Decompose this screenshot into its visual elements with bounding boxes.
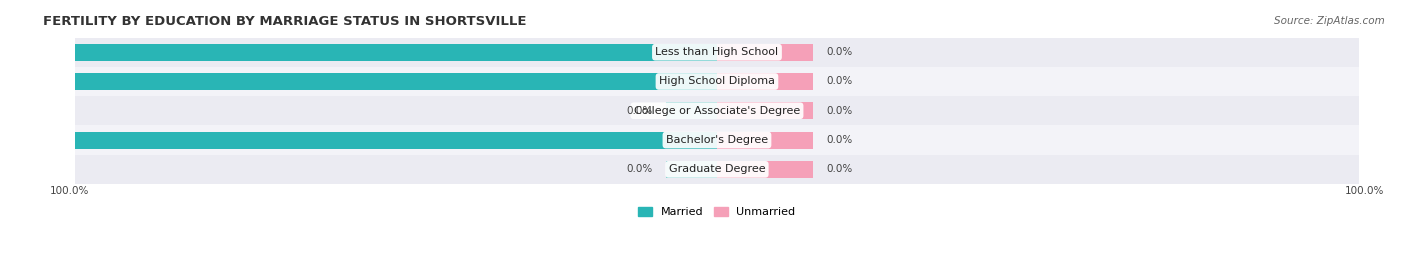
Text: 100.0%: 100.0% bbox=[1346, 186, 1385, 196]
Text: 0.0%: 0.0% bbox=[827, 106, 852, 116]
Text: 0.0%: 0.0% bbox=[827, 47, 852, 57]
Bar bbox=[75, 155, 1360, 184]
Text: College or Associate's Degree: College or Associate's Degree bbox=[634, 106, 800, 116]
Text: 100.0%: 100.0% bbox=[18, 135, 62, 145]
Text: 100.0%: 100.0% bbox=[18, 47, 62, 57]
Bar bbox=[665, 161, 717, 178]
Bar bbox=[75, 73, 717, 90]
Bar bbox=[75, 132, 717, 148]
Text: Bachelor's Degree: Bachelor's Degree bbox=[666, 135, 768, 145]
Bar bbox=[717, 73, 813, 90]
Text: FERTILITY BY EDUCATION BY MARRIAGE STATUS IN SHORTSVILLE: FERTILITY BY EDUCATION BY MARRIAGE STATU… bbox=[44, 15, 526, 28]
Bar bbox=[717, 161, 813, 178]
Text: 0.0%: 0.0% bbox=[827, 164, 852, 174]
Text: 0.0%: 0.0% bbox=[627, 164, 652, 174]
Text: Source: ZipAtlas.com: Source: ZipAtlas.com bbox=[1274, 16, 1385, 26]
Bar bbox=[665, 102, 717, 119]
Bar bbox=[75, 67, 1360, 96]
Bar bbox=[75, 96, 1360, 125]
Legend: Married, Unmarried: Married, Unmarried bbox=[634, 202, 800, 222]
Text: 0.0%: 0.0% bbox=[627, 106, 652, 116]
Bar bbox=[717, 44, 813, 61]
Text: High School Diploma: High School Diploma bbox=[659, 76, 775, 87]
Text: 0.0%: 0.0% bbox=[827, 135, 852, 145]
Bar bbox=[717, 102, 813, 119]
Bar bbox=[75, 44, 717, 61]
Text: 0.0%: 0.0% bbox=[827, 76, 852, 87]
Text: Graduate Degree: Graduate Degree bbox=[669, 164, 765, 174]
Bar bbox=[75, 125, 1360, 155]
Text: 100.0%: 100.0% bbox=[49, 186, 89, 196]
Text: Less than High School: Less than High School bbox=[655, 47, 779, 57]
Bar bbox=[717, 132, 813, 148]
Text: 100.0%: 100.0% bbox=[18, 76, 62, 87]
Bar bbox=[75, 38, 1360, 67]
